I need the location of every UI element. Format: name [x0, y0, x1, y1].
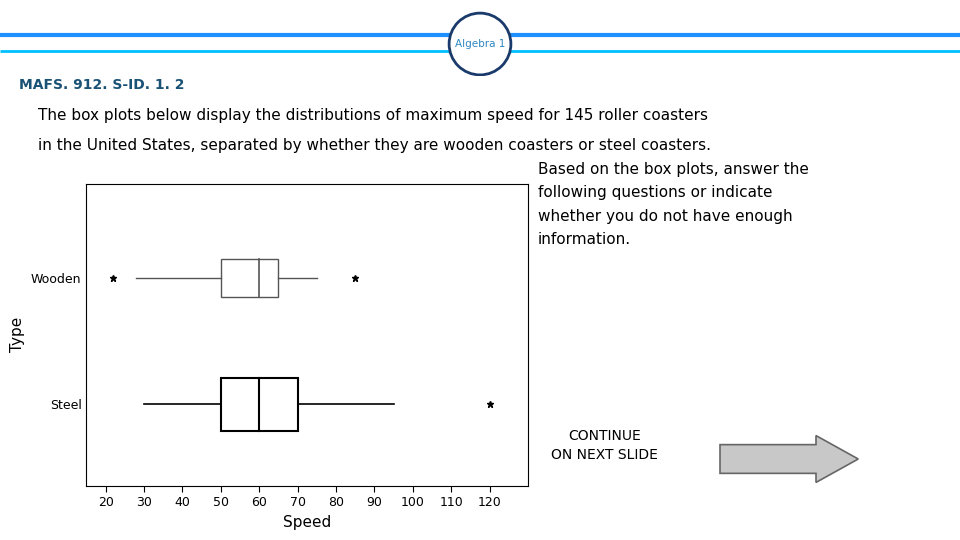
Bar: [221, 377, 298, 430]
Text: The box plots below display the distributions of maximum speed for 145 roller co: The box plots below display the distribu…: [38, 108, 708, 123]
Text: CONTINUE
ON NEXT SLIDE: CONTINUE ON NEXT SLIDE: [551, 429, 659, 462]
Bar: [221, 259, 278, 297]
Text: MAFS. 912. S-ID. 1. 2: MAFS. 912. S-ID. 1. 2: [19, 78, 184, 92]
Circle shape: [449, 13, 511, 75]
FancyArrow shape: [720, 436, 858, 482]
Text: Algebra 1: Algebra 1: [455, 39, 505, 49]
Y-axis label: Type: Type: [11, 317, 26, 353]
Text: Based on the box plots, answer the
following questions or indicate
whether you d: Based on the box plots, answer the follo…: [538, 162, 808, 247]
Text: in the United States, separated by whether they are wooden coasters or steel coa: in the United States, separated by wheth…: [38, 138, 711, 153]
X-axis label: Speed: Speed: [283, 515, 331, 530]
